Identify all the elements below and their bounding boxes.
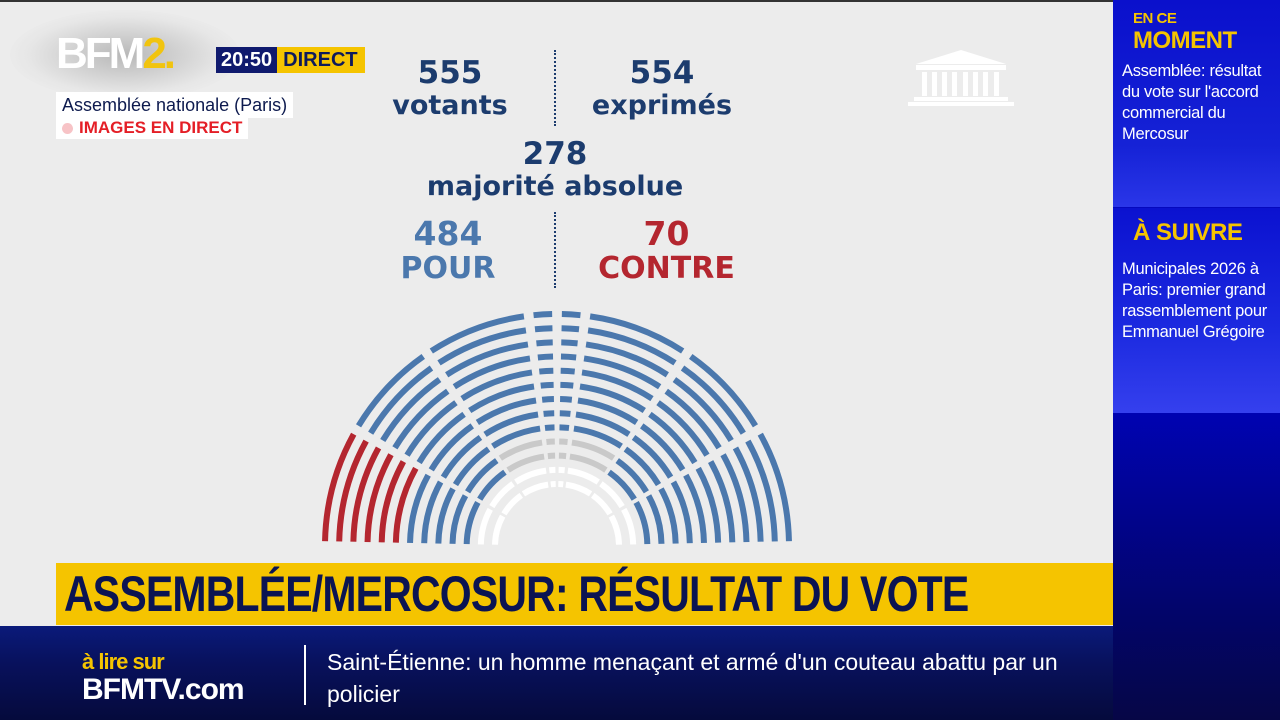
sidebar: EN CE MOMENT Assemblée: résultat du vote…	[1113, 0, 1280, 720]
live-dot-icon	[62, 122, 73, 134]
assemblee-building-icon	[908, 50, 1014, 106]
location-label: Assemblée nationale (Paris)	[56, 92, 294, 118]
contre-stat: 70 CONTRE	[584, 217, 749, 287]
headline-banner: ASSEMBLÉE/MERCOSUR: RÉSULTAT DU VOTE	[56, 563, 1113, 625]
contre-label: CONTRE	[598, 251, 735, 286]
headline-text: ASSEMBLÉE/MERCOSUR: RÉSULTAT DU VOTE	[64, 566, 969, 622]
exprimes-value: 554	[629, 55, 695, 91]
channel-logo: BFM2.	[56, 29, 176, 78]
live-indicator: IMAGES EN DIRECT	[56, 117, 249, 139]
next-kicker: À SUIVRE	[1133, 219, 1243, 246]
now-kicker-large: MOMENT	[1133, 27, 1237, 54]
votants-stat: 555 votants	[380, 56, 520, 122]
stat-divider-bottom	[554, 212, 556, 288]
ticker-divider	[304, 645, 306, 705]
logo-glow	[10, 10, 240, 100]
ticker-story: Saint-Étienne: un homme menaçant et armé…	[327, 649, 1058, 707]
logo-main: BFM	[56, 29, 145, 78]
news-ticker	[0, 626, 1280, 720]
now-kicker-small: EN CE	[1133, 10, 1177, 27]
live-label: IMAGES EN DIRECT	[79, 118, 243, 137]
top-border	[0, 0, 1113, 2]
pour-stat: 484 POUR	[378, 217, 518, 287]
votants-value: 555	[417, 55, 483, 91]
clock-badge: 20:50 DIRECT	[216, 47, 365, 73]
sidebar-next-panel: À SUIVRE Municipales 2026 à Paris: premi…	[1113, 208, 1280, 413]
majorite-value: 278	[522, 136, 588, 172]
pour-value: 484	[413, 214, 483, 253]
ticker-source-bottom: BFMTV.com	[82, 673, 245, 706]
majorite-stat: 278 majorité absolue	[410, 137, 700, 203]
votants-label: votants	[392, 90, 508, 121]
ticker-source-top: à lire sur	[82, 649, 165, 674]
now-text: Assemblée: résultat du vote sur l'accord…	[1122, 62, 1262, 143]
live-badge: DIRECT	[277, 47, 365, 73]
pour-label: POUR	[400, 251, 496, 286]
hemicycle-chart	[322, 311, 792, 545]
exprimes-stat: 554 exprimés	[582, 56, 742, 122]
stat-divider-top	[554, 50, 556, 126]
exprimes-label: exprimés	[591, 90, 733, 121]
sidebar-now-panel: EN CE MOMENT Assemblée: résultat du vote…	[1113, 0, 1280, 207]
majorite-label: majorité absolue	[426, 171, 684, 202]
contre-value: 70	[643, 214, 690, 253]
next-text: Municipales 2026 à Paris: premier grand …	[1122, 260, 1268, 341]
clock-time: 20:50	[216, 47, 278, 73]
logo-suffix: 2.	[142, 29, 176, 78]
